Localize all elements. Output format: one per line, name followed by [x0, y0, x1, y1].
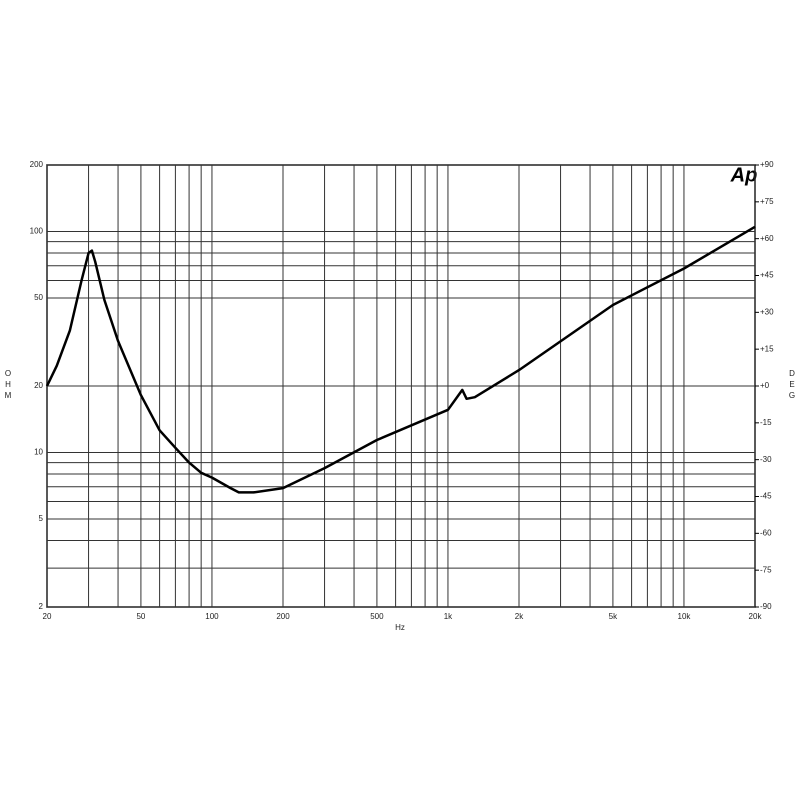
y-tick-label: 100 — [30, 227, 44, 236]
y-tick-label: 2 — [39, 602, 44, 611]
y2-tick-label: +15 — [760, 344, 774, 353]
logo: Ap — [730, 164, 758, 186]
x-tick-label: 1k — [444, 612, 453, 621]
x-tick-label: 20k — [749, 612, 763, 621]
y2-tick-label: -90 — [760, 602, 772, 611]
y2-tick-label: -75 — [760, 565, 772, 574]
y-tick-label: 20 — [34, 381, 43, 390]
y2-tick-label: -30 — [760, 455, 772, 464]
y-tick-label: 5 — [39, 514, 44, 523]
x-tick-label: 5k — [609, 612, 618, 621]
y2-tick-label: -60 — [760, 528, 772, 537]
y2-tick-label: +0 — [760, 381, 770, 390]
x-tick-label: 100 — [205, 612, 219, 621]
x-tick-label: 20 — [43, 612, 52, 621]
x-axis-label: Hz — [395, 623, 405, 632]
x-tick-label: 200 — [276, 612, 290, 621]
y-tick-label: 10 — [34, 448, 43, 457]
y2-tick-label: -15 — [760, 418, 772, 427]
impedance-curve — [45, 225, 756, 494]
y-tick-label: 200 — [30, 160, 44, 169]
x-tick-label: 2k — [515, 612, 524, 621]
x-tick-label: 500 — [370, 612, 384, 621]
y2-tick-label: +75 — [760, 197, 774, 206]
y2-tick-label: +30 — [760, 307, 774, 316]
x-tick-label: 10k — [678, 612, 692, 621]
y2-tick-label: -45 — [760, 492, 772, 501]
y2-tick-label: +90 — [760, 160, 774, 169]
y-tick-label: 50 — [34, 293, 43, 302]
x-tick-label: 50 — [136, 612, 145, 621]
y2-tick-label: +45 — [760, 271, 774, 280]
y2-tick-label: +60 — [760, 234, 774, 243]
